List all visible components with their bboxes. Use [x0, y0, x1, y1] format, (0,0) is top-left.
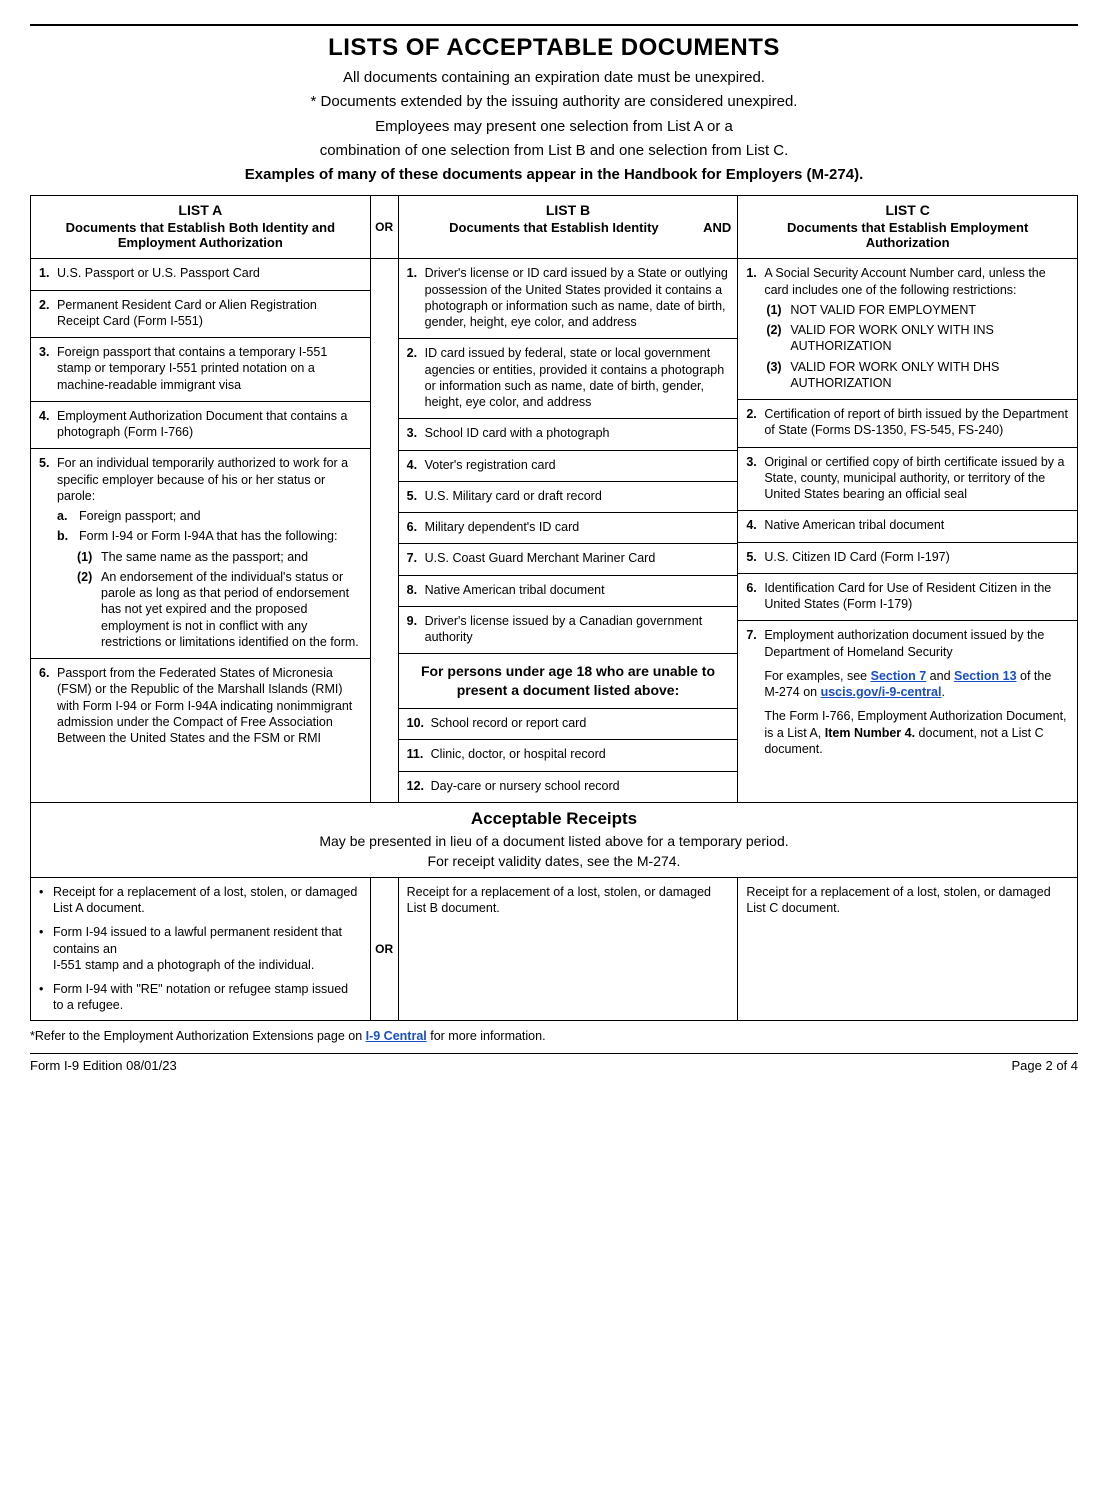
footer-rule: [30, 1053, 1078, 1054]
documents-table: LIST A Documents that Establish Both Ide…: [30, 195, 1078, 1020]
list-a-item-6: 6.Passport from the Federated States of …: [31, 658, 370, 754]
footer-left: Form I-9 Edition 08/01/23: [30, 1058, 177, 1073]
list-c-item-1: 1.A Social Security Account Number card,…: [738, 259, 1077, 399]
list-b-sub: Documents that Establish Identity: [449, 220, 658, 235]
receipts-sub2: For receipt validity dates, see the M-27…: [35, 853, 1073, 869]
list-a-item-4: 4.Employment Authorization Document that…: [31, 401, 370, 449]
top-rule: [30, 24, 1078, 26]
list-b-label: LIST B: [405, 202, 732, 218]
list-b-sub-wrap: Documents that Establish Identity AND: [405, 220, 732, 235]
receipts-title: Acceptable Receipts: [35, 809, 1073, 829]
list-c-item-6: 6.Identification Card for Use of Residen…: [738, 573, 1077, 621]
receipts-col-b: Receipt for a replacement of a lost, sto…: [398, 877, 738, 1020]
footnote: *Refer to the Employment Authorization E…: [30, 1029, 1078, 1043]
intro-line-4: combination of one selection from List B…: [30, 141, 1078, 161]
receipts-header: Acceptable Receipts May be presented in …: [31, 802, 1078, 877]
list-b-item-7: 7.U.S. Coast Guard Merchant Mariner Card: [399, 543, 738, 574]
list-c-sub: Documents that Establish Employment Auth…: [744, 220, 1071, 250]
list-b-under18: For persons under age 18 who are unable …: [399, 653, 738, 708]
list-b-item-11: 11.Clinic, doctor, or hospital record: [399, 739, 738, 770]
receipts-sub1: May be presented in lieu of a document l…: [35, 833, 1073, 849]
list-b-item-12: 12.Day-care or nursery school record: [399, 771, 738, 802]
list-a-sub: Documents that Establish Both Identity a…: [37, 220, 364, 250]
receipts-or: OR: [370, 877, 398, 1020]
list-c-item-4: 4.Native American tribal document: [738, 510, 1077, 541]
receipts-col-a: •Receipt for a replacement of a lost, st…: [31, 877, 371, 1020]
i9-central-link[interactable]: I-9 Central: [366, 1029, 427, 1043]
list-c-item-7: 7.Employment authorization document issu…: [738, 620, 1077, 765]
or-header: OR: [370, 196, 398, 259]
list-b-item-6: 6.Military dependent's ID card: [399, 512, 738, 543]
list-b-item-9: 9.Driver's license issued by a Canadian …: [399, 606, 738, 654]
list-b-item-1: 1.Driver's license or ID card issued by …: [399, 259, 738, 338]
list-b-item-4: 4.Voter's registration card: [399, 450, 738, 481]
intro-line-1: All documents containing an expiration d…: [30, 68, 1078, 88]
list-b-item-10: 10.School record or report card: [399, 708, 738, 739]
section-13-link[interactable]: Section 13: [954, 669, 1017, 683]
list-a-item-5: 5.For an individual temporarily authoriz…: [31, 448, 370, 658]
footer-right: Page 2 of 4: [1012, 1058, 1079, 1073]
list-b-content: 1.Driver's license or ID card issued by …: [398, 259, 738, 803]
intro-line-3: Employees may present one selection from…: [30, 117, 1078, 137]
list-a-item-3: 3.Foreign passport that contains a tempo…: [31, 337, 370, 401]
list-a-item-1: 1.U.S. Passport or U.S. Passport Card: [31, 259, 370, 289]
list-b-item-3: 3.School ID card with a photograph: [399, 418, 738, 449]
list-b-item-2: 2.ID card issued by federal, state or lo…: [399, 338, 738, 418]
list-a-header: LIST A Documents that Establish Both Ide…: [31, 196, 371, 259]
list-b-item-8: 8.Native American tribal document: [399, 575, 738, 606]
list-c-header: LIST C Documents that Establish Employme…: [738, 196, 1078, 259]
intro-line-5: Examples of many of these documents appe…: [30, 165, 1078, 185]
or-spacer: [370, 259, 398, 803]
uscis-i9-central-link[interactable]: uscis.gov/i-9-central: [821, 685, 942, 699]
list-c-item-2: 2.Certification of report of birth issue…: [738, 399, 1077, 447]
page-title: LISTS OF ACCEPTABLE DOCUMENTS: [30, 34, 1078, 62]
list-c-label: LIST C: [744, 202, 1071, 218]
list-b-header: LIST B Documents that Establish Identity…: [398, 196, 738, 259]
list-b-item-5: 5.U.S. Military card or draft record: [399, 481, 738, 512]
list-c-item-3: 3.Original or certified copy of birth ce…: [738, 447, 1077, 511]
list-a-content: 1.U.S. Passport or U.S. Passport Card 2.…: [31, 259, 371, 803]
page-footer: Form I-9 Edition 08/01/23 Page 2 of 4: [30, 1058, 1078, 1073]
list-c-item-5: 5.U.S. Citizen ID Card (Form I-197): [738, 542, 1077, 573]
receipts-col-c: Receipt for a replacement of a lost, sto…: [738, 877, 1078, 1020]
list-a-item-2: 2.Permanent Resident Card or Alien Regis…: [31, 290, 370, 338]
section-7-link[interactable]: Section 7: [871, 669, 927, 683]
intro-line-2: * Documents extended by the issuing auth…: [30, 92, 1078, 112]
and-label: AND: [703, 220, 731, 235]
list-a-label: LIST A: [37, 202, 364, 218]
list-c-content: 1.A Social Security Account Number card,…: [738, 259, 1078, 803]
